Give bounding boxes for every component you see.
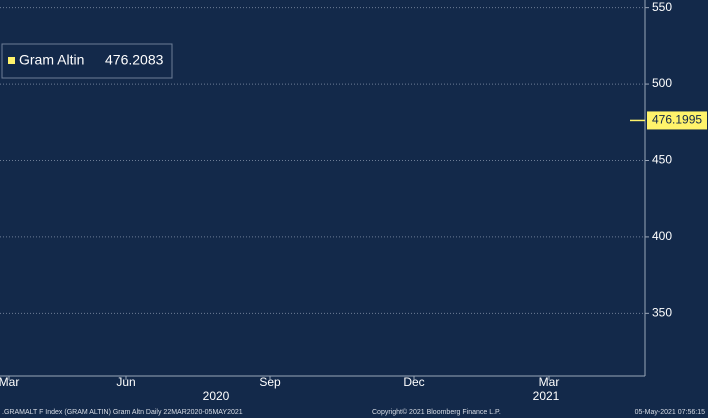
x-tick-label: Mar — [0, 375, 19, 389]
footer-copyright: Copyright© 2021 Bloomberg Finance L.P. — [372, 408, 501, 416]
x-group-label: 2020 — [203, 389, 230, 403]
footer-source: .GRAMALT F Index (GRAM ALTIN) Gram Altn … — [2, 409, 243, 416]
x-tick-label: Dec — [403, 375, 424, 389]
y-tick-label: 400 — [652, 229, 672, 243]
last-value-box — [647, 111, 707, 130]
last-value-label: 476.1995 — [652, 113, 702, 127]
x-tick-label: Sep — [259, 375, 281, 389]
legend-swatch — [8, 57, 15, 64]
x-tick-label: Mar — [539, 375, 560, 389]
y-tick-label: 550 — [652, 0, 672, 14]
legend-value: 476.2083 — [105, 52, 164, 68]
footer-timestamp: 05-May-2021 07:56:15 — [635, 409, 706, 416]
y-tick-label: 450 — [652, 153, 672, 167]
x-group-label: 2021 — [533, 389, 560, 403]
x-tick-label: Jun — [116, 375, 135, 389]
legend-box — [1, 43, 173, 79]
y-tick-label: 350 — [652, 306, 672, 320]
legend-name: Gram Altin — [19, 52, 84, 68]
y-tick-label: 500 — [652, 76, 672, 90]
